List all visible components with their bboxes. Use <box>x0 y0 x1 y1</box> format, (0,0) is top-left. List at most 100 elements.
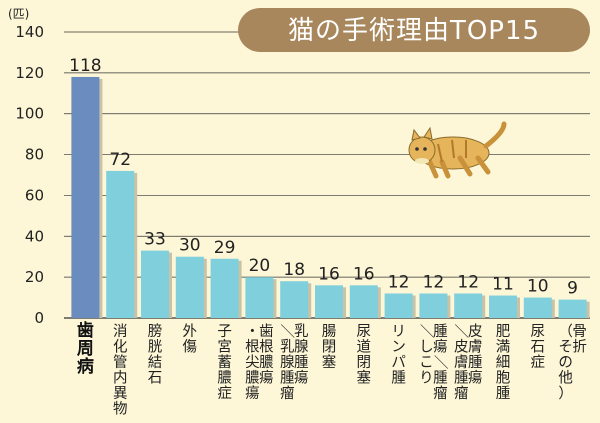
chart-title: 猫の手術理由TOP15 <box>288 16 540 46</box>
category-char: 異 <box>113 386 128 402</box>
bar <box>419 293 448 318</box>
category-char: 瘍 <box>433 338 448 356</box>
category-char: 症 <box>217 385 232 402</box>
y-tick-label: 120 <box>15 64 44 82</box>
category-char: 塞 <box>322 353 337 371</box>
category-char: 尖 <box>245 354 260 371</box>
category-char: 細 <box>496 354 511 371</box>
category-char: 腫 <box>433 370 448 387</box>
category-char: 歯 <box>259 323 274 340</box>
category-char: 胱 <box>148 339 163 356</box>
value-label: 29 <box>214 238 236 258</box>
category-char: 瘍 <box>245 384 260 402</box>
category-char: 他 <box>558 370 573 387</box>
category-char: 腫 <box>280 370 295 387</box>
category-char: 乳 <box>294 323 309 340</box>
x-category-label: 腫瘍／腫瘤／しこり <box>417 323 448 402</box>
category-char: 膿 <box>245 370 260 387</box>
category-char: 乳 <box>280 339 295 356</box>
value-label: 12 <box>423 272 445 292</box>
label-layer: 020406080100120140118歯周病72消化管内異物33膀胱結石30… <box>15 23 586 418</box>
category-char: 膿 <box>259 354 274 371</box>
y-tick-label: 100 <box>15 105 44 123</box>
value-label: 9 <box>567 279 578 299</box>
category-char: 満 <box>496 339 511 356</box>
y-unit-label: (匹) <box>8 7 29 21</box>
y-tick-label: 80 <box>25 146 44 164</box>
category-char: こ <box>419 355 434 371</box>
category-char: 尿 <box>357 324 372 340</box>
category-char: 根 <box>245 339 260 356</box>
category-char: 子 <box>217 323 232 340</box>
x-category-label: 尿石症 <box>531 324 546 371</box>
category-char: 管 <box>113 354 128 371</box>
category-char: 結 <box>148 354 163 371</box>
category-char: 瘤 <box>454 385 469 402</box>
bar <box>245 277 274 318</box>
title-badge: 猫の手術理由TOP15 <box>238 8 590 52</box>
bar <box>71 76 100 318</box>
x-category-label: 歯周病 <box>77 320 94 377</box>
value-label: 18 <box>283 260 305 280</box>
category-char: 閉 <box>357 355 372 371</box>
category-char: 石 <box>148 371 163 387</box>
title-badge-background <box>238 8 590 52</box>
category-char: 骨 <box>572 324 587 340</box>
category-char: 腺 <box>294 339 309 356</box>
category-char: 膚 <box>468 339 483 356</box>
x-category-label: 骨折（その他） <box>558 323 587 402</box>
bar <box>454 293 483 318</box>
category-char: そ <box>558 340 573 356</box>
category-char: 腫 <box>468 354 483 371</box>
category-char: 症 <box>531 354 546 371</box>
category-char: 膚 <box>454 354 469 371</box>
y-tick-label: 140 <box>15 23 44 41</box>
category-char: 瘤 <box>280 385 295 402</box>
category-char: 膿 <box>217 370 232 387</box>
category-char: 消 <box>113 323 128 340</box>
y-tick-label: 60 <box>25 186 44 204</box>
value-label: 11 <box>492 275 514 295</box>
value-label: 33 <box>144 230 166 250</box>
category-char: 腫 <box>496 385 511 402</box>
bar <box>558 299 587 318</box>
category-char: 石 <box>531 340 546 356</box>
category-char: 腺 <box>280 354 295 371</box>
value-label: 10 <box>527 277 549 297</box>
category-char: し <box>419 340 434 356</box>
y-tick-label: 40 <box>25 227 44 245</box>
value-label: 20 <box>249 256 271 276</box>
category-char: 歯 <box>77 320 94 341</box>
bar <box>315 285 343 318</box>
category-char: 腫 <box>433 323 448 340</box>
category-char: り <box>419 371 434 387</box>
value-label: 16 <box>353 264 375 284</box>
cat-illustration <box>408 121 507 179</box>
category-char: 化 <box>113 339 128 356</box>
category-char: ン <box>391 340 406 356</box>
category-char: （ <box>558 323 573 340</box>
bar <box>349 285 378 318</box>
category-char: 瘍 <box>259 369 274 387</box>
value-label: 118 <box>69 56 101 76</box>
category-char: 膀 <box>148 323 163 340</box>
category-char: 周 <box>77 339 94 359</box>
bar <box>280 281 309 318</box>
category-char: 蓄 <box>217 354 232 371</box>
category-char: 皮 <box>454 339 469 356</box>
category-char: の <box>558 355 573 371</box>
category-char: 瘍 <box>468 369 483 387</box>
category-char: 肥 <box>496 323 511 340</box>
category-char: 傷 <box>183 339 198 356</box>
category-char: ／ <box>417 324 434 339</box>
category-char: ・ <box>245 324 260 340</box>
y-tick-label: 0 <box>34 309 44 327</box>
bar <box>523 297 552 318</box>
